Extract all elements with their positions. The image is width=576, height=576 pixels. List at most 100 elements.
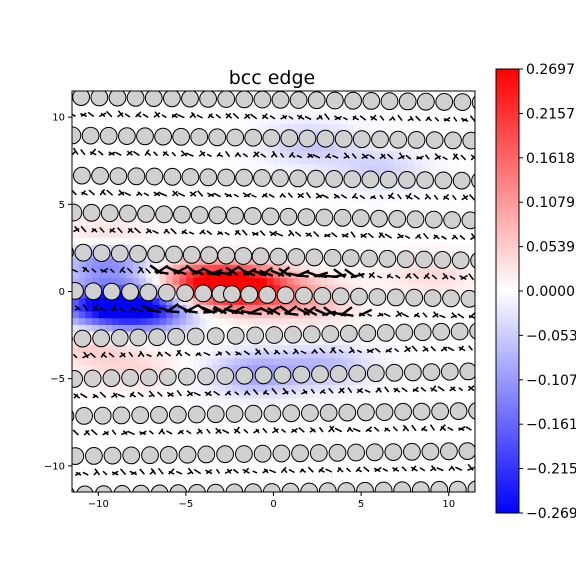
heat-cell	[307, 304, 315, 313]
heat-cell	[320, 438, 328, 446]
heat-cell	[132, 431, 140, 440]
displacement-arrow	[203, 351, 211, 356]
displacement-arrow	[159, 192, 168, 197]
heat-cell	[434, 238, 443, 246]
displacement-arrow	[215, 427, 222, 434]
heat-cell	[401, 438, 409, 446]
displacement-arrow	[65, 394, 68, 399]
displacement-arrow	[443, 195, 450, 201]
heat-cell	[260, 238, 268, 246]
heat-cell	[273, 124, 281, 132]
heat-cell	[239, 324, 248, 333]
heat-cell	[380, 344, 389, 353]
heat-cell	[313, 224, 322, 232]
heat-cell	[407, 144, 416, 152]
heat-cell	[78, 458, 87, 466]
heat-cell	[401, 231, 409, 239]
atom-marker	[411, 481, 430, 492]
heat-cell	[260, 197, 268, 206]
atom-marker	[154, 127, 173, 146]
heat-cell	[293, 431, 301, 440]
heat-cell	[98, 217, 107, 226]
heat-cell	[374, 271, 382, 279]
heat-cell	[340, 197, 348, 206]
displacement-arrow	[457, 313, 465, 319]
heat-cell	[125, 164, 134, 172]
heat-cell	[179, 298, 187, 306]
heat-cell	[239, 144, 248, 152]
heat-cell	[253, 458, 261, 466]
heat-cell	[78, 311, 87, 319]
heat-cell	[206, 278, 214, 286]
atom-marker	[459, 362, 475, 381]
heat-cell	[266, 378, 275, 386]
displacement-arrow	[460, 154, 467, 161]
displacement-arrow	[315, 192, 323, 199]
heat-cell	[313, 385, 322, 393]
displacement-arrow	[351, 153, 357, 159]
heat-cell	[260, 164, 268, 172]
displacement-arrow	[72, 353, 78, 359]
heat-cell	[380, 445, 389, 453]
displacement-arrow	[171, 113, 178, 119]
heat-cell	[239, 485, 248, 492]
heat-cell	[347, 217, 355, 226]
x-tick-label: 0	[270, 499, 276, 510]
displacement-arrow	[337, 505, 341, 510]
displacement-arrow	[459, 275, 467, 281]
atom-marker	[468, 402, 475, 420]
heat-cell	[360, 418, 369, 426]
heat-cell	[340, 124, 348, 132]
displacement-arrow	[149, 508, 154, 513]
heat-cell	[152, 431, 160, 440]
heat-cell	[145, 385, 154, 393]
heat-cell	[206, 438, 214, 446]
displacement-arrow	[160, 507, 164, 513]
heat-cell	[213, 197, 221, 206]
displacement-arrow	[137, 391, 144, 398]
heat-cell	[434, 398, 443, 406]
atom-marker	[141, 446, 159, 465]
heat-cell	[307, 298, 315, 306]
heat-cell	[192, 445, 201, 453]
heat-cell	[293, 157, 301, 166]
atom-marker	[147, 245, 166, 264]
heat-cell	[280, 157, 288, 166]
heat-cell	[112, 271, 120, 279]
displacement-arrow	[73, 393, 81, 399]
colorbar-tick-label: 0.1618	[526, 151, 575, 167]
heat-cell	[340, 358, 348, 366]
displacement-arrow	[411, 345, 418, 352]
displacement-arrow	[229, 308, 244, 315]
heat-cell	[199, 431, 207, 440]
heat-cell	[226, 224, 234, 232]
heat-cell	[401, 157, 409, 166]
atom-marker	[72, 246, 74, 258]
heat-cell	[266, 157, 275, 166]
heat-cell	[347, 204, 355, 212]
heat-cell	[347, 144, 355, 152]
displacement-arrow	[346, 507, 351, 510]
atom-marker	[389, 130, 408, 149]
heat-cell	[414, 271, 422, 279]
heat-cell	[461, 458, 469, 466]
heat-cell	[112, 465, 120, 473]
heat-cell	[374, 344, 382, 353]
heat-cell	[333, 184, 342, 192]
heat-cell	[266, 318, 275, 326]
displacement-arrow	[141, 508, 146, 513]
atom-marker	[186, 327, 205, 346]
heat-cell	[246, 418, 254, 426]
heat-cell	[72, 298, 80, 306]
displacement-arrow	[72, 429, 80, 436]
displacement-arrow	[467, 385, 475, 392]
heat-cell	[367, 304, 375, 313]
heat-cell	[253, 197, 261, 206]
heat-cell	[320, 171, 328, 179]
heat-cell	[266, 244, 275, 252]
heat-cell	[286, 431, 295, 440]
displacement-arrow	[91, 268, 97, 273]
displacement-arrow	[157, 351, 164, 357]
heat-cell	[159, 465, 167, 473]
displacement-arrow	[189, 268, 204, 276]
